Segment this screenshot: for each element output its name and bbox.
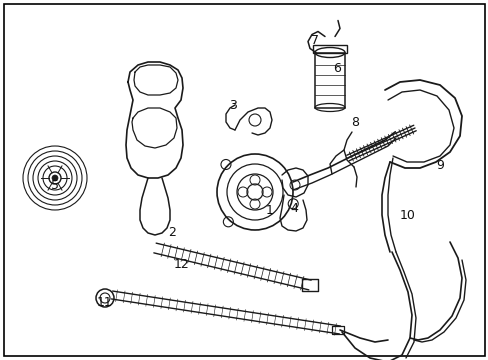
Text: 11: 11 (97, 296, 113, 309)
Text: 3: 3 (228, 99, 237, 112)
Text: 4: 4 (289, 202, 297, 215)
Text: 5: 5 (51, 179, 59, 192)
Text: 9: 9 (435, 158, 443, 171)
Text: 10: 10 (399, 208, 415, 221)
Text: 1: 1 (265, 203, 273, 216)
Bar (314, 53, 345, 108)
Text: 12: 12 (174, 258, 189, 271)
Circle shape (52, 175, 58, 181)
Bar (312, 45, 346, 53)
Text: 7: 7 (310, 33, 318, 46)
Text: 2: 2 (168, 225, 176, 239)
Text: 6: 6 (332, 62, 340, 75)
Text: 8: 8 (350, 116, 358, 129)
